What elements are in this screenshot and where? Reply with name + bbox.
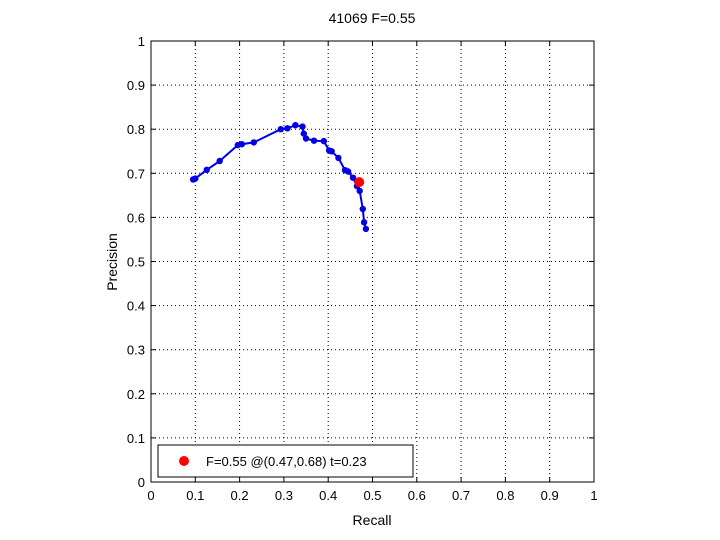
x-tick-label: 0.1 — [186, 488, 204, 503]
pr-curve-point — [284, 125, 291, 132]
pr-curve-point — [300, 130, 307, 137]
tick-marks — [150, 40, 595, 483]
x-tick-label: 0.2 — [231, 488, 249, 503]
pr-curve-point — [250, 139, 257, 146]
x-tick-label: 0.9 — [541, 488, 559, 503]
pr-curve-point — [320, 137, 327, 145]
pr-curve-point — [238, 141, 245, 148]
pr-curve-point — [299, 123, 306, 130]
pr-curve-point — [356, 187, 363, 195]
pr-curve-point — [302, 135, 310, 142]
chart-title: 41069 F=0.55 — [329, 10, 416, 26]
pr-curve-point — [349, 174, 357, 181]
y-tick-label: 0.4 — [127, 299, 145, 314]
y-tick-label: 0.5 — [127, 255, 145, 270]
y-tick-label: 0.7 — [127, 166, 145, 181]
pr-curve-point — [192, 175, 199, 182]
legend-marker — [179, 456, 189, 466]
y-tick-label: 1 — [138, 34, 145, 49]
y-tick-label: 0.6 — [127, 210, 145, 225]
pr-curve-point — [292, 122, 299, 129]
legend-label: F=0.55 @(0.47,0.68) t=0.23 — [206, 454, 367, 469]
legend: F=0.55 @(0.47,0.68) t=0.23 — [157, 444, 414, 478]
pr-curve-point — [344, 168, 352, 175]
x-tick-label: 0.6 — [408, 488, 426, 503]
x-axis-label: Recall — [353, 512, 392, 528]
pr-curve-point — [360, 219, 368, 226]
best-point-layer — [354, 177, 365, 188]
pr-curve-point — [359, 205, 366, 213]
grid — [151, 41, 594, 482]
x-tick-label: 0.4 — [319, 488, 337, 503]
y-tick-label: 0.1 — [127, 431, 145, 446]
x-tick-labels: 0 0.1 0.2 0.3 0.4 0.5 0.6 0.7 0.8 0.9 1 — [147, 488, 597, 503]
best-f-point — [354, 177, 365, 188]
pr-curve-point — [310, 137, 318, 144]
pr-curve-point — [362, 225, 370, 233]
x-tick-label: 0.3 — [275, 488, 293, 503]
x-tick-label: 0 — [147, 488, 154, 503]
x-tick-label: 0.8 — [496, 488, 514, 503]
pr-curve-point — [216, 157, 223, 165]
y-tick-labels: 0 0.1 0.2 0.3 0.4 0.5 0.6 0.7 0.8 0.9 1 — [127, 34, 145, 490]
legend-box — [157, 444, 414, 478]
y-tick-label: 0.8 — [127, 122, 145, 137]
y-tick-label: 0.2 — [127, 387, 145, 402]
pr-curve-point — [328, 148, 335, 155]
y-tick-label: 0.9 — [127, 78, 145, 93]
x-tick-label: 1 — [590, 488, 597, 503]
x-tick-label: 0.5 — [363, 488, 381, 503]
y-tick-label: 0.3 — [127, 343, 145, 358]
y-axis-label: Precision — [104, 233, 120, 291]
x-tick-label: 0.7 — [452, 488, 470, 503]
y-tick-label: 0 — [138, 475, 145, 490]
pr-curve-point — [203, 166, 210, 173]
pr-curve-point — [277, 126, 284, 133]
pr-curve-point — [335, 154, 342, 162]
